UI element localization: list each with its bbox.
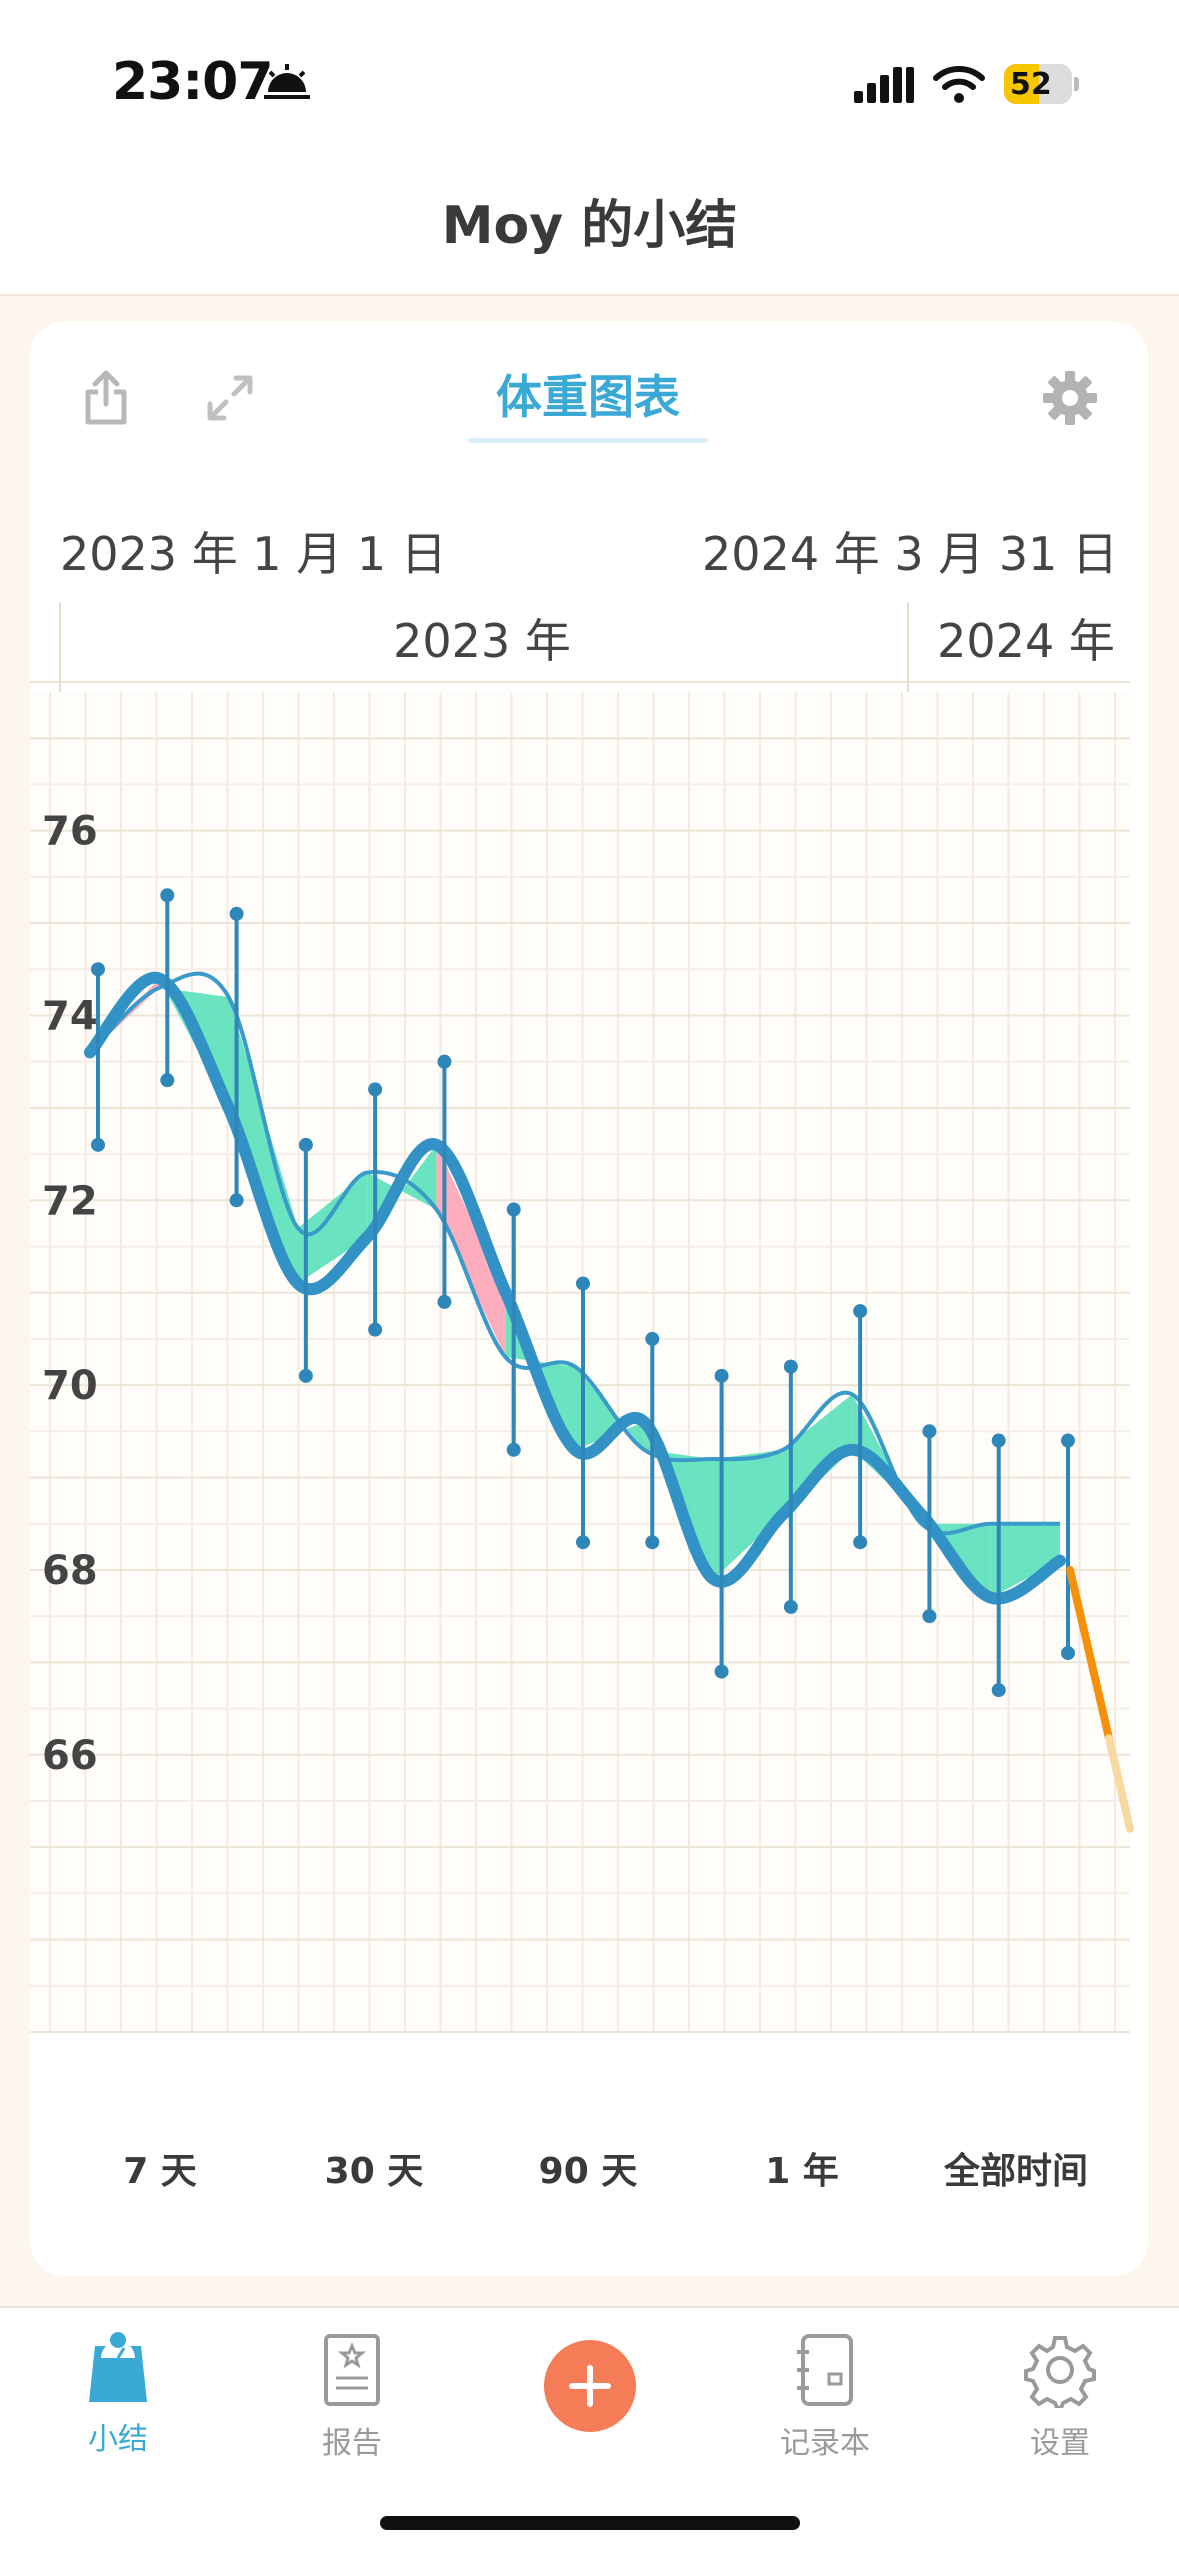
loss-band [297, 1172, 368, 1284]
data-point [783, 1599, 798, 1614]
loss-band [782, 1394, 853, 1515]
data-point [91, 1137, 105, 1152]
data-point [991, 1683, 1006, 1698]
notebook-icon [797, 2334, 853, 2406]
data-point [645, 1331, 660, 1346]
y-tick-label: 68 [42, 1548, 98, 1594]
expand-button[interactable] [190, 362, 270, 434]
expand-icon [207, 375, 253, 421]
range-option[interactable]: 全部时间 [943, 2151, 1088, 2192]
range-selector: 7 天 30 天 90 天 1 年 全部时间 [30, 2142, 1148, 2206]
tab-summary[interactable]: 小结 [38, 2332, 198, 2458]
tab-settings[interactable]: 设置 [980, 2332, 1140, 2462]
scale-icon [89, 2332, 147, 2402]
data-point [853, 1535, 868, 1550]
home-indicator [380, 2516, 800, 2530]
sunrise-icon [264, 64, 310, 99]
signal-icon [854, 67, 914, 103]
gear-icon [1043, 371, 1097, 425]
data-point [991, 1433, 1006, 1448]
series-line [88, 971, 1060, 1536]
data-point [91, 962, 105, 977]
data-point [506, 1202, 521, 1217]
range-option[interactable]: 1 年 [765, 2151, 839, 2192]
data-point [714, 1368, 729, 1383]
status-bar: 23:07 52 [0, 0, 1179, 160]
gain-band [436, 1144, 506, 1358]
data-point [160, 1073, 175, 1088]
add-icon [569, 2365, 611, 2407]
battery-level: 52 [1010, 66, 1052, 102]
status-time: 23:07 [112, 52, 274, 112]
data-point [1061, 1433, 1075, 1448]
share-button[interactable] [66, 362, 146, 434]
data-point [576, 1535, 590, 1550]
trend-line [1066, 1565, 1113, 1743]
period-label: 2024 年 [937, 614, 1115, 668]
tab-weight-chart[interactable]: 体重图表 [468, 362, 708, 443]
loss-band [159, 978, 229, 1108]
y-tick-label: 66 [42, 1733, 98, 1779]
chart-settings-button[interactable] [1030, 362, 1110, 434]
date-range-end: 2024 年 3 月 31 日 [702, 527, 1118, 581]
share-icon [85, 370, 127, 425]
tab-underline [468, 438, 708, 443]
page-title: Moy 的小结 [441, 196, 738, 256]
data-point [368, 1082, 383, 1097]
data-point [437, 1294, 452, 1309]
weight-chart[interactable]: 2023 年 2024 年 76 74 72 70 68 66 [30, 572, 1148, 2132]
data-point [298, 1368, 313, 1383]
data-point [229, 906, 244, 921]
data-point [437, 1054, 452, 1069]
range-option[interactable]: 90 天 [538, 2151, 638, 2192]
data-point [783, 1359, 798, 1374]
loss-band [713, 1449, 783, 1580]
tab-report[interactable]: 报告 [272, 2332, 432, 2462]
data-point [229, 1193, 244, 1208]
add-button[interactable] [544, 2340, 636, 2432]
loss-band [852, 1394, 922, 1524]
battery-icon: 52 [1004, 64, 1079, 104]
range-option[interactable]: 30 天 [324, 2151, 424, 2192]
loss-band [990, 1523, 1060, 1598]
data-point [645, 1535, 660, 1550]
data-point [853, 1304, 868, 1319]
loss-band [228, 996, 298, 1284]
series-line [84, 971, 1066, 1605]
y-tick-label: 72 [42, 1178, 98, 1224]
tab-notebook[interactable]: 记录本 [745, 2332, 905, 2462]
y-tick-label: 76 [42, 809, 98, 855]
date-range-start: 2023 年 1 月 1 日 [60, 527, 447, 581]
nav-bar: Moy 的小结 [0, 160, 1179, 296]
report-icon [324, 2334, 380, 2406]
data-point [368, 1322, 383, 1337]
gear-icon [1024, 2336, 1096, 2410]
loss-band [367, 1144, 437, 1238]
plot-area [30, 692, 1130, 2032]
y-tick-label: 70 [42, 1363, 98, 1409]
data-point [160, 888, 175, 903]
y-tick-label: 74 [42, 993, 98, 1039]
data-point [922, 1609, 937, 1624]
data-point [576, 1276, 590, 1291]
range-option[interactable]: 7 天 [123, 2151, 197, 2192]
data-point [298, 1137, 313, 1152]
data-point [506, 1442, 521, 1457]
trend-line [1105, 1734, 1134, 1833]
period-label: 2023 年 [393, 614, 571, 668]
data-point [714, 1664, 729, 1679]
data-point [922, 1424, 937, 1439]
chart-card: 体重图表 2023 年 1 月 1 日 2024 年 3 月 31 日 2023… [30, 322, 1148, 2276]
wifi-icon [933, 66, 985, 103]
data-point [1061, 1646, 1075, 1661]
